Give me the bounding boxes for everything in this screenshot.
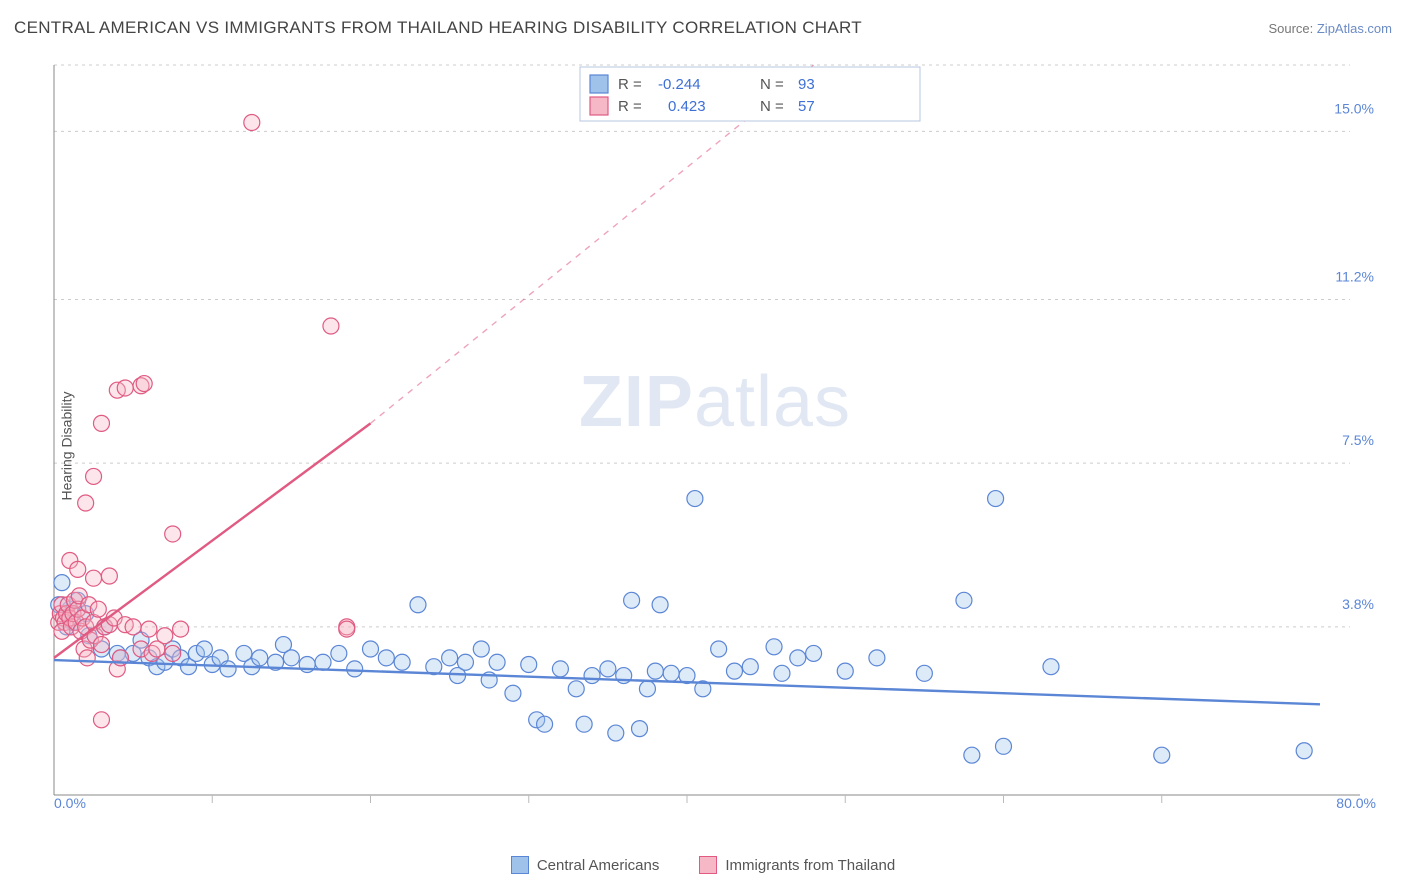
svg-text:93: 93	[798, 76, 815, 93]
x-max-label: 80.0%	[1336, 795, 1376, 811]
legend-item-immigrants-thailand: Immigrants from Thailand	[699, 856, 895, 874]
svg-text:R =: R =	[618, 98, 642, 115]
legend-swatch-blue	[511, 856, 529, 874]
source-value: ZipAtlas.com	[1317, 21, 1392, 36]
svg-text:0.423: 0.423	[668, 98, 706, 115]
svg-text:N =: N =	[760, 98, 784, 115]
x-min-label: 0.0%	[54, 795, 86, 811]
source-label: Source:	[1268, 21, 1316, 36]
source-attribution: Source: ZipAtlas.com	[1268, 21, 1392, 36]
legend-item-central-americans: Central Americans	[511, 856, 660, 874]
svg-text:7.5%: 7.5%	[1342, 432, 1374, 448]
svg-text:-0.244: -0.244	[658, 76, 701, 93]
chart-title: CENTRAL AMERICAN VS IMMIGRANTS FROM THAI…	[14, 18, 862, 38]
svg-text:N =: N =	[760, 76, 784, 93]
legend-label: Immigrants from Thailand	[725, 857, 895, 874]
svg-text:11.2%: 11.2%	[1335, 268, 1374, 284]
svg-text:15.0%: 15.0%	[1334, 100, 1374, 116]
legend-label: Central Americans	[537, 857, 660, 874]
legend: Central Americans Immigrants from Thaila…	[0, 856, 1406, 874]
svg-text:57: 57	[798, 98, 815, 115]
svg-text:3.8%: 3.8%	[1342, 596, 1374, 612]
header-bar: CENTRAL AMERICAN VS IMMIGRANTS FROM THAI…	[14, 18, 1392, 38]
svg-text:R =: R =	[618, 76, 642, 93]
legend-swatch-pink	[699, 856, 717, 874]
chart-plot-area: ZIPatlas 3.8%7.5%11.2%15.0%R = -0.244N =…	[50, 55, 1380, 825]
chart-svg: 3.8% 7.5% 11.2% 15.0% R = -0.244 N = 93 R = 0.…	[50, 55, 1380, 825]
